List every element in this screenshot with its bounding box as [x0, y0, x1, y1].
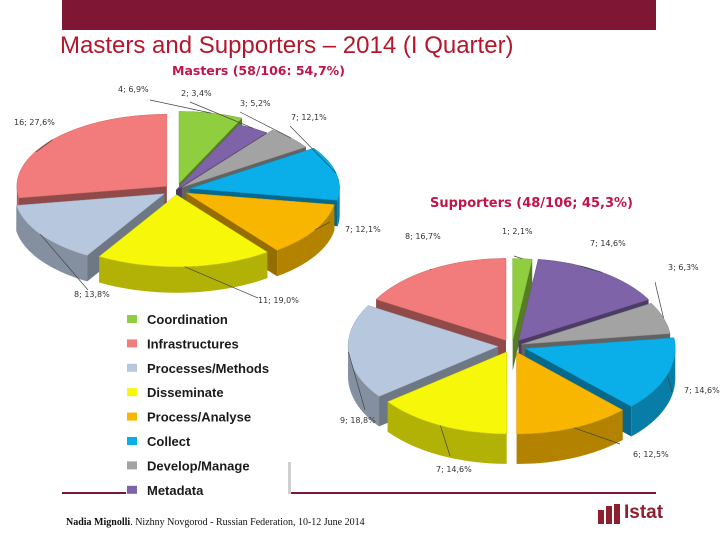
supporters-label-metadata: 7; 14,6% [590, 239, 626, 248]
supporters-slice-develop-manage [521, 302, 671, 345]
masters-label-infrastructures: 16; 27,6% [14, 118, 55, 127]
legend-swatch-metadata [127, 485, 137, 494]
supporters-slice-coordination-wall-2 [512, 259, 533, 371]
supporters-chart-title: Supporters (48/106; 45,3%) [430, 196, 633, 211]
footer-author: Nadia Mignolli [66, 517, 131, 528]
masters-label-disseminate: 11; 19,0% [258, 296, 299, 305]
masters-label-processes-methods: 8; 13,8% [74, 290, 110, 299]
masters-label-metadata-leader [189, 101, 254, 129]
masters-data-labels: 4; 6,9% 2; 3,4% 3; 5,2% 7; 12,1% 7; 12,1% 11;… [14, 85, 381, 305]
supporters-label-infrastructures: 8; 16,7% [405, 232, 441, 241]
legend-swatch-disseminate [127, 388, 137, 397]
footer-text: Nadia Mignolli. Nizhny Novgorod - Russia… [66, 517, 365, 528]
masters-label-infrastructures-leader [35, 139, 53, 153]
legend-swatch-processes-methods [127, 363, 137, 372]
supporters-label-develop-manage: 3; 6,3% [668, 263, 699, 272]
slide-title: Masters and Supporters – 2014 (I Quarter… [60, 32, 514, 59]
divider-line [288, 462, 291, 494]
masters-label-metadata: 2; 3,4% [181, 89, 212, 98]
istat-logo-text: Istat [624, 502, 664, 523]
masters-pie [16, 111, 340, 293]
masters-label-coordination: 4; 6,9% [118, 85, 149, 94]
masters-label-process-analyse: 7; 12,1% [345, 225, 381, 234]
legend-swatch-collect [127, 437, 137, 445]
masters-label-develop-manage: 3; 5,2% [240, 99, 271, 108]
legend-label-develop-manage: Develop/Manage [147, 458, 250, 473]
top-banner [62, 0, 656, 30]
supporters-label-process-analyse: 6; 12,5% [633, 450, 669, 459]
supporters-label-collect-leader [666, 374, 673, 393]
legend-label-coordination: Coordination [147, 312, 228, 327]
supporters-label-coordination-leader [513, 255, 523, 260]
masters-label-process-analyse-leader [314, 221, 331, 231]
supporters-label-disseminate-leader [440, 425, 451, 457]
masters-slice-process-analyse-rim [277, 204, 335, 277]
masters-label-processes-methods-leader [39, 233, 89, 291]
masters-slice-processes-methods-rim [16, 205, 88, 282]
supporters-label-collect: 7; 14,6% [684, 386, 720, 395]
masters-chart-title: Masters (58/106: 54,7%) [172, 63, 345, 78]
supporters-slice-metadata [518, 258, 650, 341]
masters-label-coordination-leader [149, 99, 212, 114]
supporters-slice-disseminate [387, 351, 507, 435]
footer-rule-left [62, 492, 126, 494]
footer-event: . Nizhny Novgorod - Russian Federation, … [130, 517, 365, 528]
supporters-label-disseminate: 7; 14,6% [436, 465, 472, 474]
masters-label-disseminate-leader [184, 266, 259, 299]
legend-swatch-infrastructures [127, 339, 137, 348]
istat-logo: Istat [598, 502, 678, 526]
masters-label-collect: 7; 12,1% [291, 113, 327, 122]
legend-swatch-coordination [127, 315, 137, 323]
supporters-slice-disseminate-rim [387, 401, 507, 464]
supporters-slice-coordination [512, 258, 533, 341]
masters-label-develop-manage-leader [239, 111, 291, 139]
supporters-label-process-analyse-leader [573, 427, 621, 445]
footer-rule-right [291, 492, 656, 494]
supporters-label-coordination: 1; 2,1% [502, 227, 533, 236]
masters-slice-process-analyse [186, 192, 335, 251]
legend: Coordination Infrastructures Processes/Met… [127, 312, 269, 498]
legend-label-disseminate: Disseminate [147, 385, 224, 400]
legend-label-process-analyse: Process/Analyse [147, 410, 251, 425]
legend-label-metadata: Metadata [147, 483, 204, 498]
legend-label-processes-methods: Processes/Methods [147, 361, 269, 376]
masters-label-collect-leader [289, 125, 337, 174]
supporters-data-labels: 1; 2,1% 7; 14,6% 3; 6,3% 7; 14,6% 6; 12,5% 7;… [340, 227, 720, 474]
legend-label-collect: Collect [147, 434, 191, 449]
supporters-slice-collect-rim [631, 348, 676, 437]
supporters-slice-process-analyse-rim [516, 410, 623, 465]
masters-slice-collect [189, 147, 340, 201]
legend-label-infrastructures: Infrastructures [147, 336, 239, 351]
legend-swatch-develop-manage [127, 461, 137, 470]
masters-slice-collect-rim [337, 188, 340, 227]
masters-slice-infrastructures [16, 114, 168, 199]
supporters-slice-processes-methods-rim [348, 346, 380, 427]
istat-logo-icon [598, 504, 620, 524]
supporters-label-metadata-leader [579, 265, 603, 273]
legend-swatch-process-analyse [127, 412, 137, 421]
masters-slice-disseminate-rim [99, 252, 268, 293]
supporters-label-processes-methods: 9; 18,8% [340, 416, 376, 425]
supporters-label-infrastructures-leader [429, 269, 432, 271]
supporters-pie [347, 258, 676, 465]
supporters-label-develop-manage-leader [654, 281, 664, 318]
supporters-label-processes-methods-leader [348, 351, 366, 411]
